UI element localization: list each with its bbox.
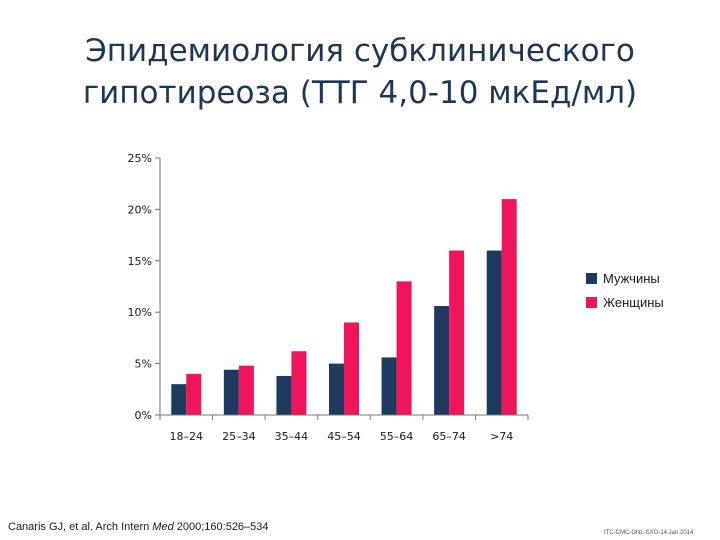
x-tick-label: 55–64	[380, 430, 414, 443]
bar-women-4	[396, 281, 412, 415]
bar-men-6	[486, 250, 502, 415]
y-tick-label: 0%	[135, 409, 152, 422]
bars	[171, 199, 517, 415]
y-tick-label: 20%	[128, 203, 152, 216]
bar-women-3	[344, 322, 359, 415]
bar-men-3	[329, 363, 344, 415]
y-tick-label: 15%	[128, 255, 152, 268]
citation-journal: Med	[152, 521, 174, 533]
legend-label-men: Мужчины	[603, 270, 660, 286]
bar-women-6	[501, 199, 517, 415]
legend-label-women: Женщины	[603, 294, 664, 310]
title-line-2: гипотиреоза (ТТГ 4,0-10 мкЕд/мл)	[82, 75, 638, 111]
bar-men-1	[223, 369, 239, 415]
x-axis: 18–24 25–34 35–44 45–54 55–64 65–74 >74	[159, 415, 529, 443]
legend-item-women: Женщины	[586, 290, 664, 314]
x-tick-label: 25–34	[222, 430, 256, 443]
x-tick-label: 18–24	[170, 430, 204, 443]
slide-code: ITC-CMC-GNL-SXO-14.Jan.2014	[604, 530, 694, 536]
slide-title: Эпидемиология субклинического гипотиреоз…	[0, 30, 720, 114]
bar-men-5	[434, 306, 450, 415]
y-axis: 0% 5% 10% 15% 20% 25%	[128, 152, 160, 422]
bar-men-4	[381, 357, 397, 415]
y-tick-label: 5%	[135, 358, 152, 371]
y-tick-label: 25%	[128, 152, 152, 165]
legend: Мужчины Женщины	[586, 266, 664, 314]
bar-men-2	[276, 375, 292, 415]
x-tick-label: 45–54	[327, 430, 361, 443]
bar-women-1	[238, 365, 254, 415]
legend-swatch-men	[586, 272, 597, 284]
citation-authors: Canaris GJ, et al. Arch Intern	[8, 521, 153, 533]
citation: Canaris GJ, et al. Arch Intern Med 2000;…	[8, 521, 269, 533]
y-tick-label: 10%	[128, 306, 152, 319]
bar-women-2	[291, 351, 307, 415]
legend-item-men: Мужчины	[586, 266, 664, 290]
x-tick-label: >74	[490, 430, 513, 443]
bar-women-0	[186, 373, 202, 415]
bar-men-0	[171, 384, 187, 415]
citation-pages: 2000;160:526–534	[173, 521, 269, 533]
bar-women-5	[449, 250, 465, 415]
x-tick-label: 35–44	[275, 430, 309, 443]
title-line-1: Эпидемиология субклинического	[85, 33, 635, 69]
legend-swatch-women	[586, 296, 597, 308]
x-tick-label: 65–74	[432, 430, 466, 443]
